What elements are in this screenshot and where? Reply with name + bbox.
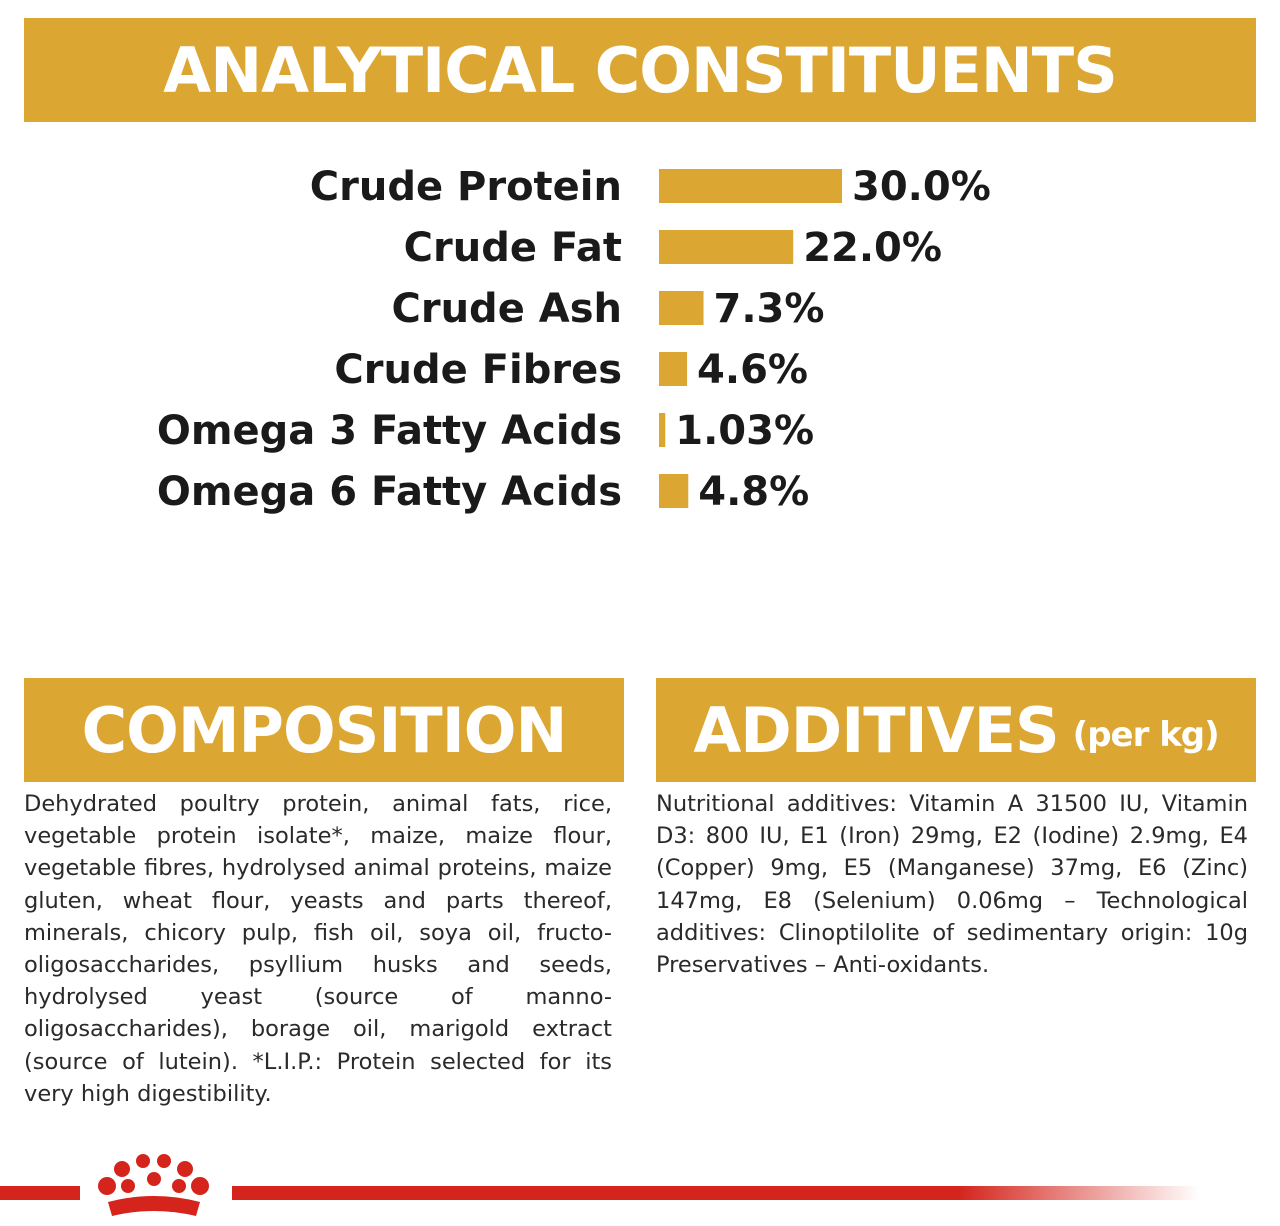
additives-text: Nutritional additives: Vitamin A 31500 I… bbox=[656, 791, 1248, 979]
bar bbox=[659, 474, 689, 508]
additives-subtitle: (per kg) bbox=[1072, 715, 1220, 755]
category-label: Crude Ash bbox=[392, 286, 623, 332]
bar bbox=[659, 169, 842, 203]
value-label: 1.03% bbox=[675, 408, 814, 454]
category-label: Omega 3 Fatty Acids bbox=[157, 408, 622, 454]
value-label: 22.0% bbox=[803, 225, 942, 271]
category-label: Crude Fibres bbox=[334, 347, 622, 393]
crown-icon bbox=[98, 1154, 209, 1216]
bar bbox=[659, 413, 666, 447]
value-label: 30.0% bbox=[852, 164, 991, 210]
analytical-constituents-title: ANALYTICAL CONSTITUENTS bbox=[163, 33, 1117, 107]
additives-banner: ADDITIVES (per kg) bbox=[656, 678, 1256, 782]
footer-brand-strip bbox=[0, 1154, 1200, 1216]
analytical-constituents-chart: Crude Protein 30.0% Crude Fat 22.0% Crude As… bbox=[157, 164, 991, 515]
bar bbox=[659, 352, 688, 386]
bar bbox=[659, 230, 794, 264]
composition-text: Dehydrated poultry protein, animal fats,… bbox=[24, 791, 612, 1107]
value-label: 4.6% bbox=[697, 347, 808, 393]
analytical-constituents-banner: ANALYTICAL CONSTITUENTS bbox=[24, 18, 1256, 122]
category-label: Crude Fat bbox=[404, 225, 622, 271]
bar bbox=[659, 291, 704, 325]
value-label: 7.3% bbox=[714, 286, 825, 332]
footer-stripe-right bbox=[232, 1186, 1200, 1200]
category-label: Crude Protein bbox=[310, 164, 622, 210]
additives-title: ADDITIVES bbox=[693, 693, 1059, 767]
value-label: 4.8% bbox=[698, 469, 809, 515]
footer-stripe-left bbox=[0, 1186, 80, 1200]
category-label: Omega 6 Fatty Acids bbox=[157, 469, 622, 515]
composition-banner: COMPOSITION bbox=[24, 678, 624, 782]
composition-title: COMPOSITION bbox=[81, 693, 568, 767]
